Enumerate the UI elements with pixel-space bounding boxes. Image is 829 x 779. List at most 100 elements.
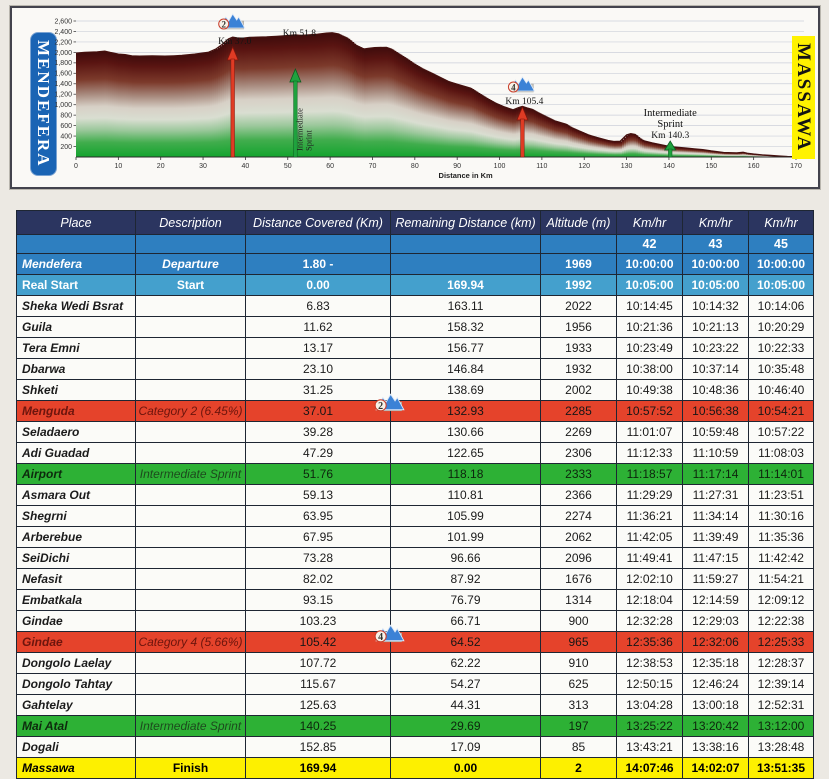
description-cell <box>136 380 246 401</box>
time-cell-42kmh: 10:49:38 <box>617 380 683 401</box>
distance-covered-cell: 47.29 <box>246 443 391 464</box>
distance-value: 63.95 <box>303 509 333 523</box>
distance-value: 73.28 <box>303 551 333 565</box>
svg-text:Km 37.0: Km 37.0 <box>218 37 252 47</box>
time-cell-45kmh: 10:20:29 <box>749 317 814 338</box>
speed-row-empty-cell <box>541 235 617 254</box>
finish-city-badge: MASSAWA <box>792 36 815 159</box>
altitude-cell: 2022 <box>541 296 617 317</box>
time-cell-43kmh: 14:02:07 <box>683 758 749 779</box>
svg-text:20: 20 <box>157 163 165 170</box>
time-cell-45kmh: 10:00:00 <box>749 254 814 275</box>
distance-covered-cell: 6.83 <box>246 296 391 317</box>
place-cell: Nefasit <box>17 569 136 590</box>
altitude-cell: 2366 <box>541 485 617 506</box>
time-cell-43kmh: 10:37:14 <box>683 359 749 380</box>
distance-value: 0.00 <box>306 278 329 292</box>
distance-value: 39.28 <box>303 425 333 439</box>
description-cell: Intermediate Sprint <box>136 464 246 485</box>
svg-text:800: 800 <box>60 113 72 120</box>
time-cell-43kmh: 10:05:00 <box>683 275 749 296</box>
column-header-7: Km/hr <box>749 211 814 235</box>
altitude-cell: 85 <box>541 737 617 758</box>
time-cell-43kmh: 12:14:59 <box>683 590 749 611</box>
svg-text:Intermediate: Intermediate <box>644 108 697 119</box>
time-cell-43kmh: 10:14:32 <box>683 296 749 317</box>
description-cell <box>136 443 246 464</box>
svg-text:1,200: 1,200 <box>54 92 72 99</box>
remaining-distance-cell: 96.66 <box>391 548 541 569</box>
svg-text:130: 130 <box>621 163 633 170</box>
time-cell-45kmh: 11:23:51 <box>749 485 814 506</box>
remaining-distance-cell: 110.81 <box>391 485 541 506</box>
remaining-distance-cell: 29.69 <box>391 716 541 737</box>
svg-text:60: 60 <box>326 163 334 170</box>
time-cell-45kmh: 11:08:03 <box>749 443 814 464</box>
speed-row-empty-cell <box>246 235 391 254</box>
distance-value: 82.02 <box>303 572 333 586</box>
description-cell <box>136 296 246 317</box>
svg-text:1,600: 1,600 <box>54 71 72 78</box>
place-cell: Mendefera <box>17 254 136 275</box>
distance-value: 11.62 <box>303 320 332 334</box>
time-cell-42kmh: 11:49:41 <box>617 548 683 569</box>
place-cell: Guila <box>17 317 136 338</box>
distance-covered-cell: 67.95 <box>246 527 391 548</box>
distance-value: 152.85 <box>300 740 337 754</box>
time-cell-42kmh: 12:35:36 <box>617 632 683 653</box>
place-cell: Mai Atal <box>17 716 136 737</box>
time-cell-43kmh: 11:39:49 <box>683 527 749 548</box>
distance-covered-cell: 125.63 <box>246 695 391 716</box>
remaining-distance-cell: 62.22 <box>391 653 541 674</box>
time-cell-43kmh: 11:27:31 <box>683 485 749 506</box>
svg-text:2: 2 <box>221 19 226 29</box>
time-cell-42kmh: 14:07:46 <box>617 758 683 779</box>
svg-text:120: 120 <box>578 163 590 170</box>
description-cell <box>136 695 246 716</box>
svg-text:Km 51.8: Km 51.8 <box>283 29 317 39</box>
svg-text:2,400: 2,400 <box>54 29 72 36</box>
svg-text:10: 10 <box>114 163 122 170</box>
distance-covered-cell: 13.17 <box>246 338 391 359</box>
distance-value: 13.17 <box>303 341 333 355</box>
time-cell-42kmh: 13:04:28 <box>617 695 683 716</box>
svg-text:40: 40 <box>242 163 250 170</box>
place-cell: Massawa <box>17 758 136 779</box>
altitude-cell: 2306 <box>541 443 617 464</box>
time-cell-43kmh: 12:35:18 <box>683 653 749 674</box>
description-cell <box>136 590 246 611</box>
distance-covered-cell: 152.85 <box>246 737 391 758</box>
time-cell-42kmh: 12:02:10 <box>617 569 683 590</box>
altitude-cell: 2096 <box>541 548 617 569</box>
time-cell-43kmh: 12:32:06 <box>683 632 749 653</box>
altitude-cell: 1992 <box>541 275 617 296</box>
place-cell: Real Start <box>17 275 136 296</box>
description-cell <box>136 317 246 338</box>
speed-value-45: 45 <box>749 235 814 254</box>
altitude-cell: 1933 <box>541 338 617 359</box>
time-cell-42kmh: 10:21:36 <box>617 317 683 338</box>
time-cell-42kmh: 10:38:00 <box>617 359 683 380</box>
remaining-distance-cell: 54.27 <box>391 674 541 695</box>
svg-text:70: 70 <box>369 163 377 170</box>
time-cell-45kmh: 10:22:33 <box>749 338 814 359</box>
time-cell-45kmh: 10:35:48 <box>749 359 814 380</box>
distance-value: 31.25 <box>303 383 333 397</box>
column-header-2: Distance Covered (Km) <box>246 211 391 235</box>
time-cell-42kmh: 10:14:45 <box>617 296 683 317</box>
distance-covered-cell: 140.25 <box>246 716 391 737</box>
place-cell: Dongolo Tahtay <box>17 674 136 695</box>
description-cell <box>136 359 246 380</box>
distance-value: 125.63 <box>300 698 337 712</box>
time-cell-42kmh: 13:25:22 <box>617 716 683 737</box>
description-cell: Finish <box>136 758 246 779</box>
